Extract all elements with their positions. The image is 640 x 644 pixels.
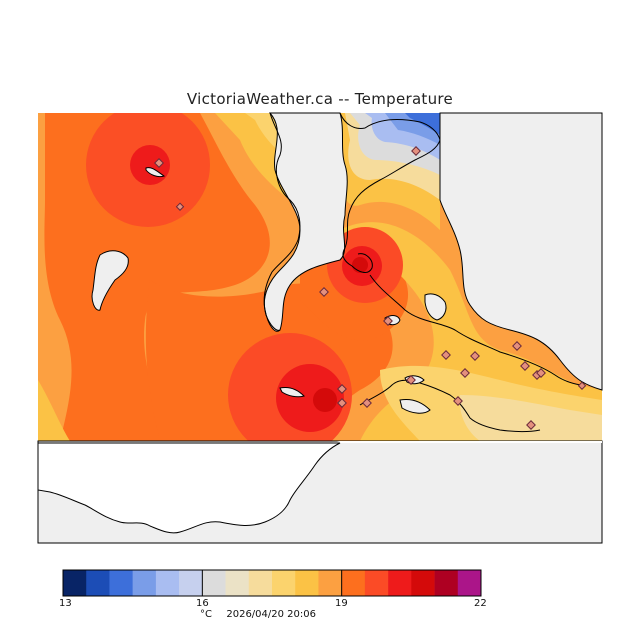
scale-unit-and-time: °C 2026/04/20 20:06 xyxy=(200,609,316,620)
scale-tick-22: 22 xyxy=(474,598,487,609)
color-scale-box xyxy=(248,570,273,596)
color-scale-box xyxy=(341,570,366,596)
color-scale-boxes xyxy=(63,570,482,596)
color-scale-box xyxy=(132,570,157,596)
scale-tick-19: 19 xyxy=(335,598,348,609)
color-scale-box xyxy=(86,570,110,596)
color-scale-box xyxy=(225,570,250,596)
station-markers xyxy=(154,146,587,430)
color-scale-box xyxy=(179,570,203,596)
color-scale-box xyxy=(272,570,296,596)
color-scale-frame xyxy=(62,569,482,597)
color-scale-box xyxy=(202,570,226,596)
color-scale-box xyxy=(434,570,459,596)
color-scale-box xyxy=(364,570,389,596)
color-scale-box xyxy=(109,570,133,596)
color-scale-box xyxy=(155,570,180,596)
coastlines xyxy=(263,112,586,432)
scale-tick-16: 16 xyxy=(196,598,209,609)
temperature-field xyxy=(38,113,602,441)
southern-landmass xyxy=(37,441,602,534)
color-scale-box xyxy=(457,570,482,596)
color-scale-box xyxy=(63,570,87,596)
color-scale-box xyxy=(295,570,319,596)
color-scale-box xyxy=(318,570,342,596)
scale-timestamp: 2026/04/20 20:06 xyxy=(226,609,316,620)
scale-tick-13: 13 xyxy=(59,598,72,609)
map-title: VictoriaWeather.ca -- Temperature xyxy=(186,90,454,108)
color-scale-box xyxy=(388,570,412,596)
color-scale-box xyxy=(411,570,435,596)
small-islands xyxy=(91,167,447,414)
scale-unit: °C xyxy=(200,609,212,620)
